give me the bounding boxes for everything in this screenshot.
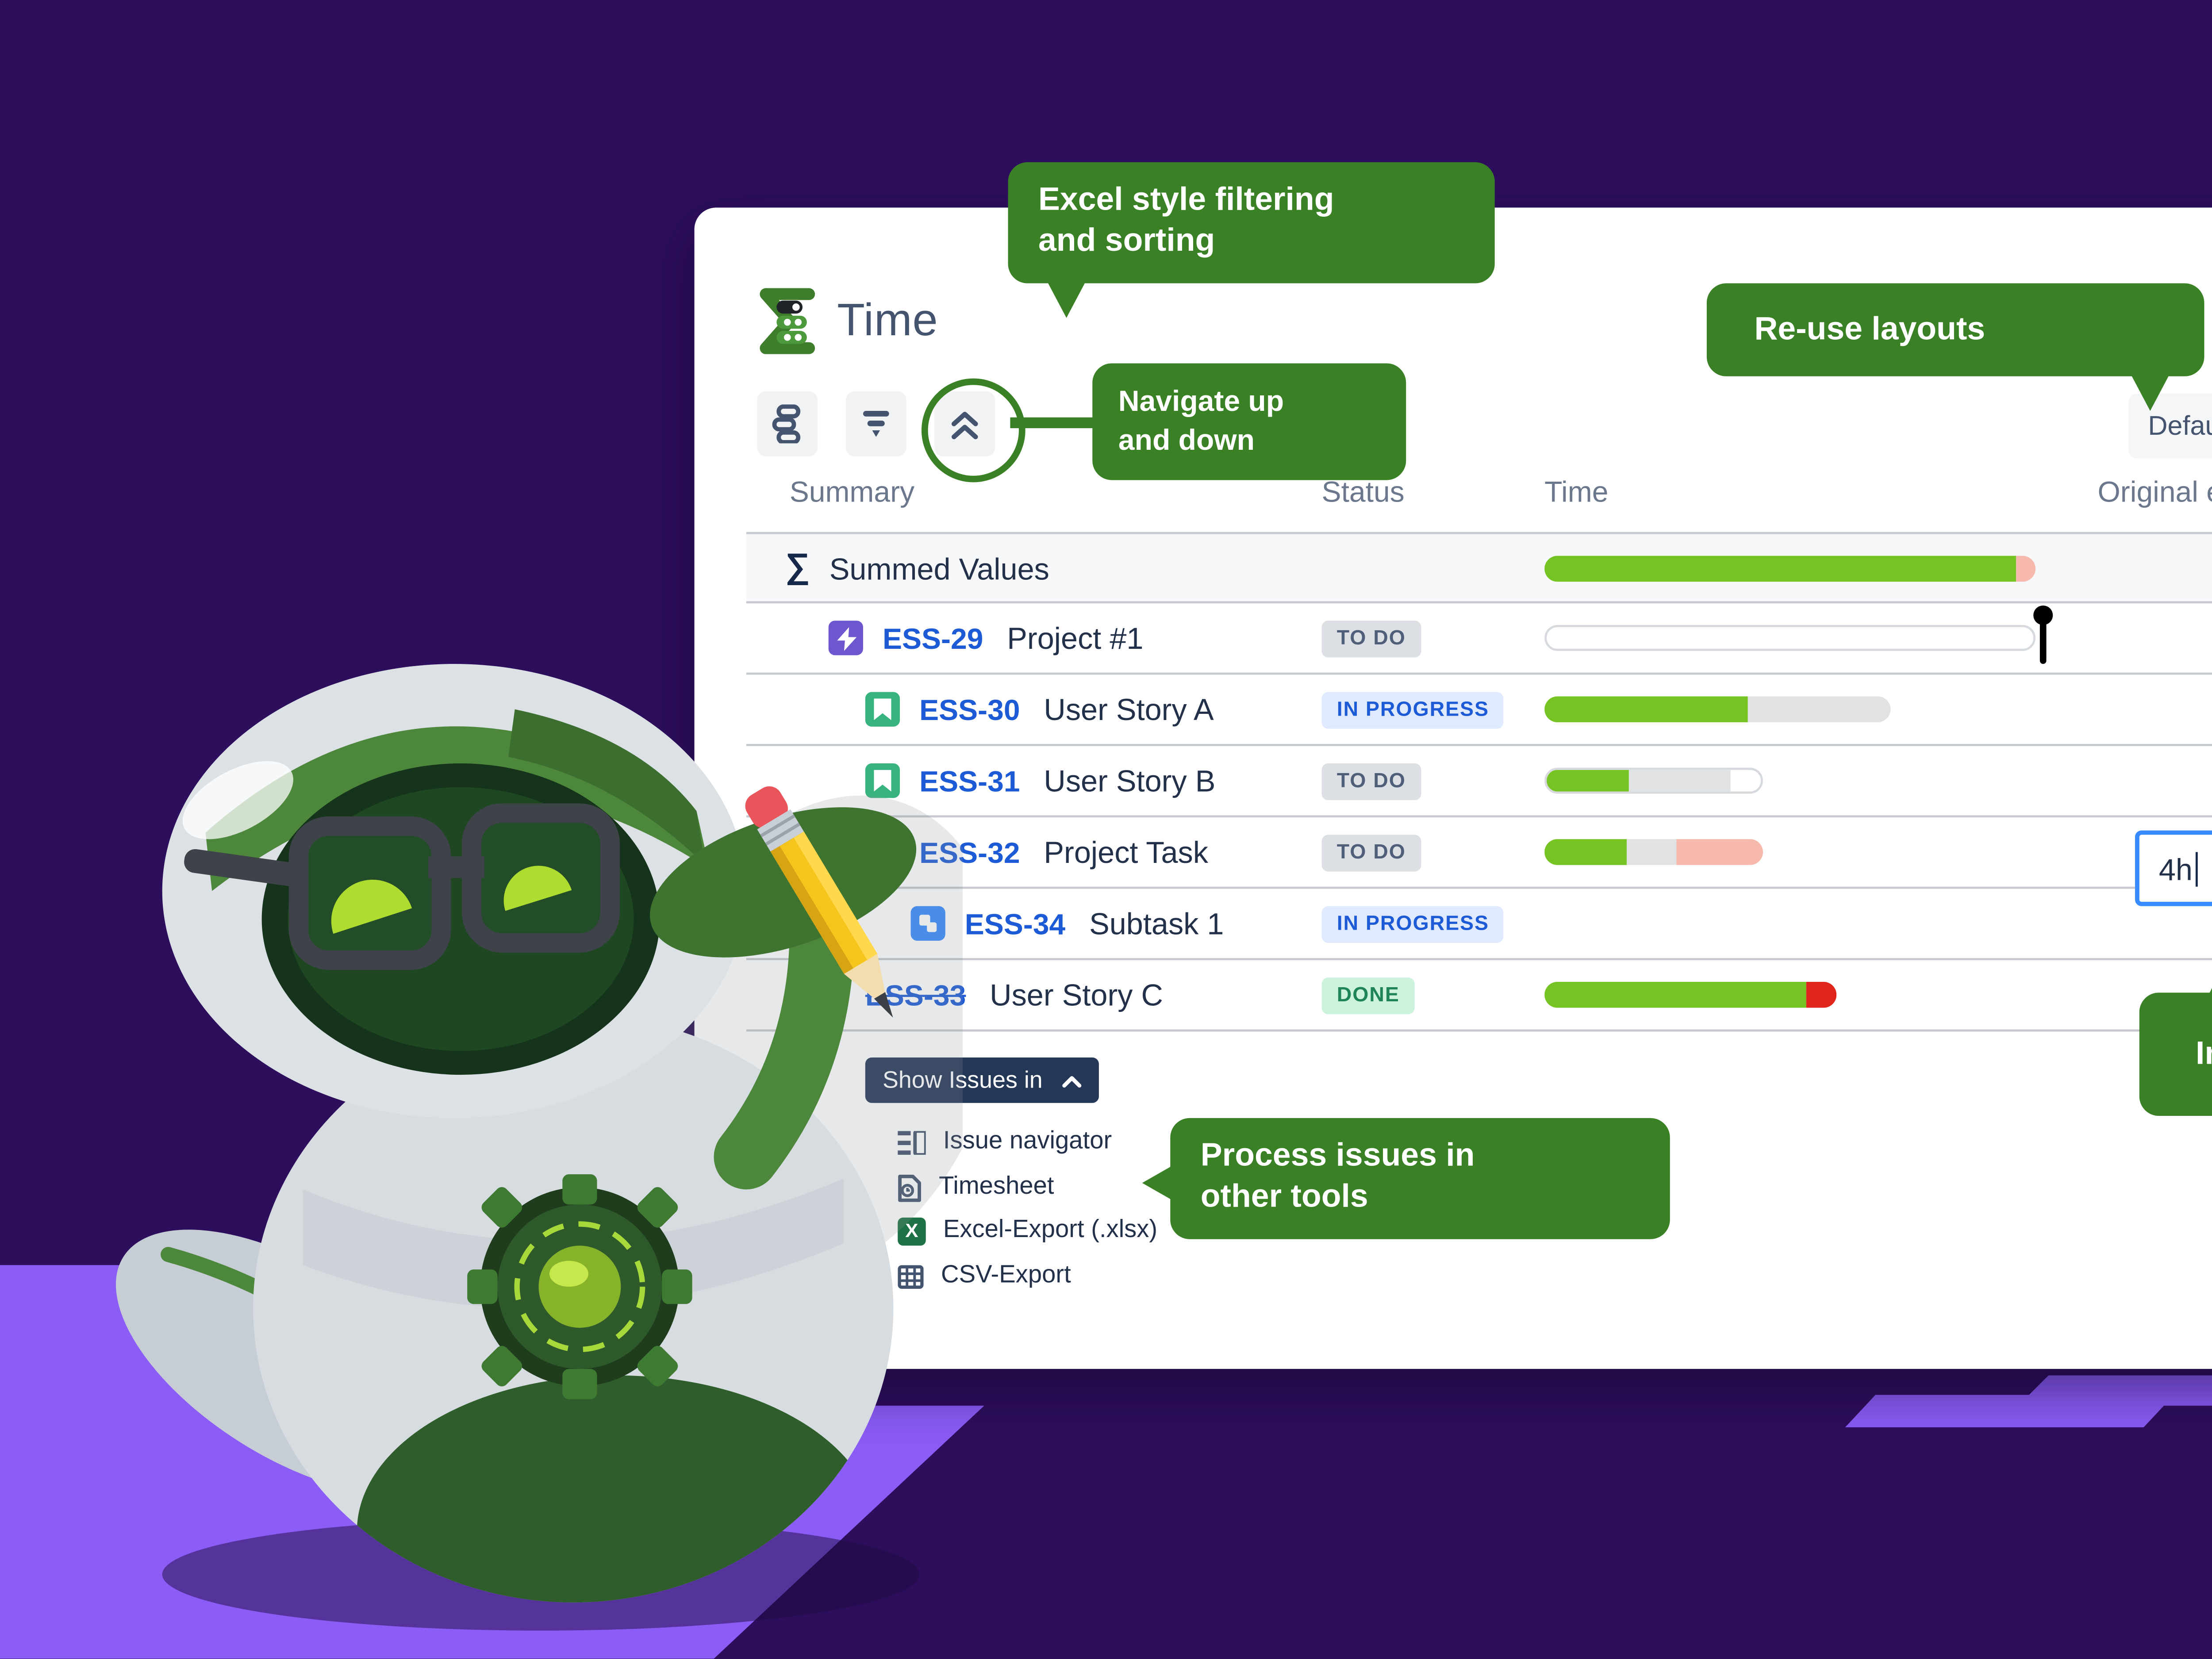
callout-filtering: Excel style filtering and sorting [1008, 162, 1495, 318]
glasses-icon [184, 803, 620, 970]
original-estimate-value: 28h [1992, 549, 2212, 584]
callout-connector [1010, 417, 1095, 429]
table-row-ess-31[interactable]: ESS-31 User Story B TO DO 6h 1h [746, 746, 2212, 818]
callout-text: Inline editing [2195, 1036, 2212, 1073]
time-progress-bar[interactable] [1544, 839, 1763, 865]
time-progress-bar[interactable] [1544, 605, 2051, 664]
drag-cursor [2034, 605, 2051, 664]
status-badge[interactable]: IN PROGRESS [1321, 692, 1505, 729]
group-rows-icon [772, 404, 801, 444]
highlight-ring [921, 378, 1025, 483]
row-summary[interactable]: Project #1 [1007, 621, 1144, 655]
callout-navigate: Navigate up and down [1092, 363, 1406, 480]
csv-grid-icon [898, 1264, 924, 1288]
subtask-issue-icon [910, 906, 945, 941]
timesheet-icon [898, 1173, 921, 1201]
callout-text: Re-use layouts [1754, 311, 1985, 349]
column-header-summary[interactable]: Summary [789, 475, 915, 509]
status-badge[interactable]: TO DO [1321, 621, 1421, 658]
show-issues-label: Show Issues in [882, 1067, 1043, 1093]
time-progress-bar[interactable] [1544, 981, 1837, 1008]
table-row-ess-33[interactable]: ESS-33 User Story C DONE [746, 960, 2212, 1032]
inline-edit-value: 4h [2158, 851, 2193, 886]
menu-item-excel-export[interactable]: X Excel-Export (.xlsx) [898, 1213, 1157, 1248]
table-row-ess-32[interactable]: ESS-32 Project Task TO DO [746, 817, 2212, 889]
issue-navigator-icon [898, 1130, 926, 1154]
time-spent-value[interactable]: 1h [2200, 761, 2212, 796]
issue-key[interactable]: ESS-32 [919, 835, 1020, 869]
menu-item-timesheet[interactable]: Timesheet [898, 1170, 1054, 1204]
time-spent-value[interactable]: 0h [2200, 618, 2212, 653]
time-progress-bar[interactable] [1544, 767, 1763, 794]
issue-key[interactable]: ESS-30 [919, 693, 1020, 726]
issue-key[interactable]: ESS-29 [882, 621, 983, 655]
story-issue-icon [865, 692, 900, 727]
excel-icon: X [898, 1216, 926, 1245]
original-estimate-value[interactable]: 0h [1992, 618, 2212, 653]
issue-key[interactable]: ESS-31 [919, 764, 1020, 797]
time-progress-bar [1544, 556, 2036, 582]
column-header-time[interactable]: Time [1544, 475, 1609, 509]
column-header-original-estimate[interactable]: Original estimate [2097, 475, 2212, 509]
app-title: Time [837, 295, 938, 345]
row-summary[interactable]: User Story C [990, 977, 1163, 1012]
table-row-ess-30[interactable]: ESS-30 User Story A IN PROGRESS 12h 6h [746, 675, 2212, 746]
sigma-icon: ∑ [785, 548, 810, 585]
row-summary: Summed Values [829, 550, 1049, 585]
time-spent-value: 9h [2200, 549, 2212, 584]
status-badge[interactable]: TO DO [1321, 763, 1421, 801]
table-header-row: Summary Status Time Original estimate Ti… [746, 471, 2212, 523]
callout-inline-editing: Inline editing [2139, 960, 2212, 1116]
story-issue-icon [865, 763, 900, 798]
table-row-ess-29[interactable]: ESS-29 Project #1 TO DO 0h 0h 30h [746, 603, 2212, 675]
layout-selected-value: Default Layout [2148, 411, 2212, 441]
inline-edit-input[interactable]: 4h [2135, 830, 2212, 906]
show-issues-in-button[interactable]: Show Issues in [865, 1057, 1099, 1103]
column-header-time-spent[interactable]: Time spent [2200, 476, 2212, 508]
filter-button[interactable] [845, 391, 906, 456]
robot-mascot [115, 664, 963, 1631]
callout-reuse-layouts: Re-use layouts [1706, 283, 2204, 411]
status-badge[interactable]: DONE [1321, 977, 1415, 1015]
menu-item-csv-export[interactable]: CSV-Export [898, 1259, 1071, 1293]
chevron-up-icon [1062, 1075, 1082, 1087]
time-progress-bar[interactable] [1544, 696, 1891, 723]
row-summary[interactable]: Project Task [1044, 835, 1208, 870]
row-summary[interactable]: Subtask 1 [1089, 906, 1224, 941]
status-badge[interactable]: TO DO [1321, 835, 1421, 872]
filter-icon [863, 411, 889, 437]
menu-item-label: CSV-Export [941, 1263, 1071, 1289]
callout-process-issues: Process issues in other tools [1142, 1118, 1670, 1239]
issue-key[interactable]: ESS-34 [964, 907, 1066, 940]
callout-text: Process issues in other tools [1200, 1138, 1475, 1215]
menu-item-label: Issue navigator [943, 1129, 1112, 1155]
group-rows-button[interactable] [757, 391, 818, 456]
row-summary[interactable]: User Story B [1044, 763, 1216, 798]
text-caret [2194, 851, 2198, 886]
row-summary[interactable]: User Story A [1044, 692, 1214, 727]
callout-text: Excel style filtering and sorting [1038, 182, 1334, 260]
column-header-status[interactable]: Status [1321, 475, 1405, 509]
table-row-summed-values: ∑ Summed Values 28h 9h 30h [746, 532, 2212, 604]
app-logo: Time [753, 285, 938, 356]
original-estimate-value[interactable]: 12h [1992, 690, 2212, 724]
epic-issue-icon [828, 621, 863, 655]
menu-item-issue-navigator[interactable]: Issue navigator [898, 1125, 1112, 1159]
menu-item-label: Timesheet [939, 1174, 1054, 1200]
callout-text: Navigate up and down [1118, 386, 1284, 456]
status-badge[interactable]: IN PROGRESS [1321, 906, 1505, 943]
table-row-ess-34[interactable]: ESS-34 Subtask 1 IN PROGRESS [746, 889, 2212, 960]
original-estimate-value[interactable]: 6h [1992, 761, 2212, 796]
menu-item-label: Excel-Export (.xlsx) [943, 1217, 1158, 1244]
sigma-toggles-logo-icon [760, 288, 815, 354]
time-spent-value[interactable]: 6h [2200, 690, 2212, 724]
